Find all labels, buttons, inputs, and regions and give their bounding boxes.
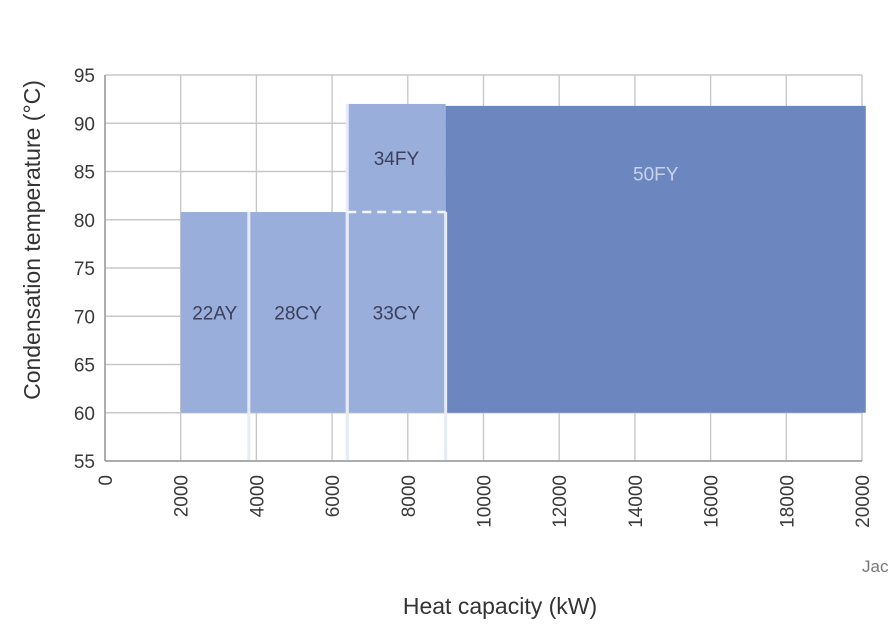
y-tick-label: 90 [74,114,95,135]
region-label-33cy: 33CY [373,303,421,324]
x-tick-label: 14000 [626,475,647,528]
y-tick-label: 75 [74,259,95,280]
y-tick-label: 85 [74,163,95,184]
x-tick-label: 2000 [172,475,193,517]
y-tick-label: 65 [74,356,95,377]
x-tick-label: 8000 [399,475,420,517]
y-tick-label: 60 [74,404,95,425]
x-tick-label: 18000 [777,475,798,528]
x-tick-label: 10000 [475,475,496,528]
region-50fy [446,106,866,413]
y-tick-label: 70 [74,307,95,328]
y-tick-label: 55 [74,452,95,473]
x-axis-title: Heat capacity (kW) [403,593,597,619]
x-tick-label: 20000 [853,475,874,528]
y-tick-label: 95 [74,66,95,87]
region-label-28cy: 28CY [274,303,322,324]
x-tick-label: 12000 [550,475,571,528]
capacity-regions: 22AY 28CY 33CY 34FY 50FY [181,104,866,461]
credit-text: Jac [862,557,888,577]
region-label-50fy: 50FY [633,164,679,185]
x-tick-label: 0 [96,475,117,486]
y-tick-label: 80 [74,211,95,232]
x-tick-label: 16000 [702,475,723,528]
region-label-22ay: 22AY [192,303,237,324]
y-axis-title: Condensation temperature (°C) [19,80,45,400]
x-tick-label: 4000 [247,475,268,517]
x-tick-label: 6000 [323,475,344,517]
region-label-34fy: 34FY [374,149,420,170]
